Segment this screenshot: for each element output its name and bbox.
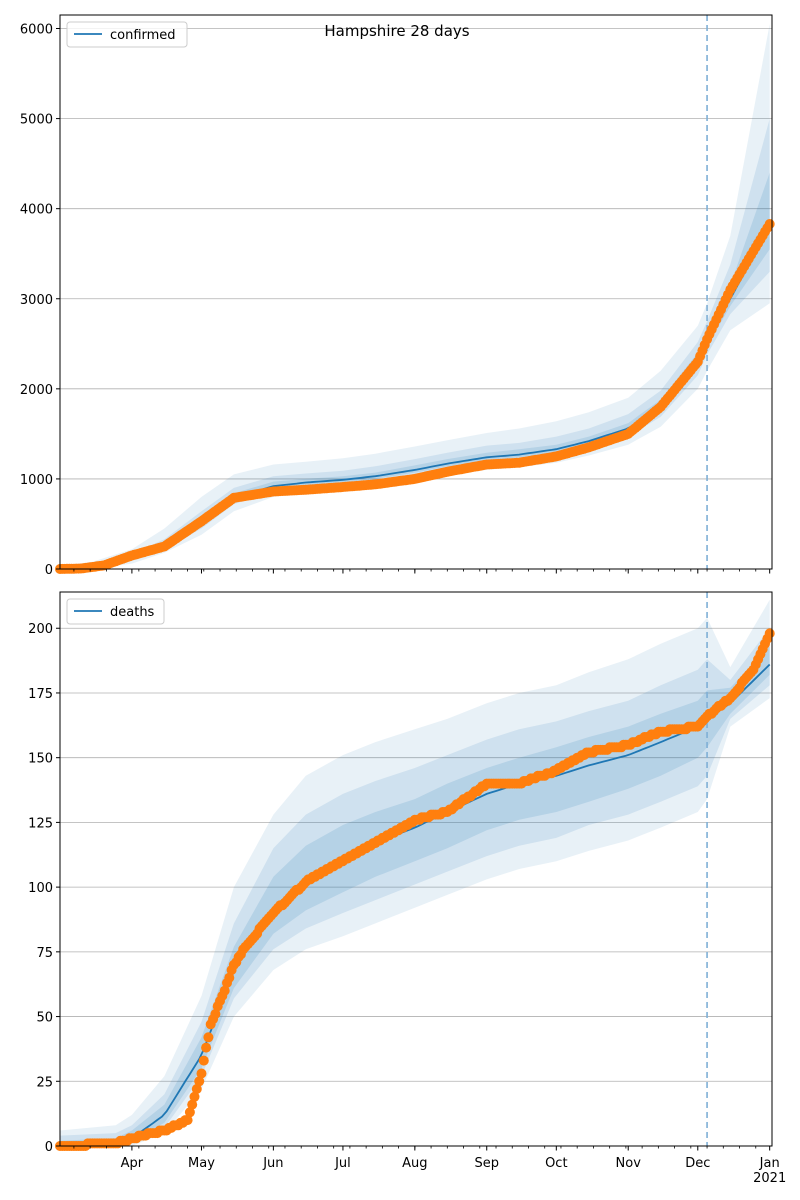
y-tick-label-deaths: 75	[36, 946, 53, 961]
y-ticks-confirmed: 0 1000 2000 3000 4000 5000 6000	[20, 23, 60, 578]
y-tick-label-deaths: 150	[28, 752, 53, 767]
series-line-deaths	[59, 663, 771, 1147]
x-tick-label-deaths: 2021	[753, 1171, 786, 1186]
observed-point-deaths	[196, 1068, 207, 1079]
x-tick-label-deaths: Sep	[474, 1156, 499, 1171]
axes-frame-deaths	[59, 591, 773, 1147]
observed-point-deaths	[219, 985, 230, 996]
plot-area-confirmed	[60, 15, 772, 569]
uncertainty-band-confirmed	[60, 24, 770, 569]
legend-box-confirmed	[66, 21, 188, 48]
bands-deaths	[60, 599, 770, 1146]
observed-point-deaths	[189, 1091, 200, 1102]
y-tick-label-deaths: 25	[36, 1075, 53, 1090]
y-tick-label-confirmed: 0	[45, 563, 53, 578]
y-tick-label-confirmed: 3000	[20, 293, 53, 308]
y-tick-label-deaths: 125	[28, 816, 53, 831]
observed-point-deaths	[198, 1055, 209, 1066]
y-tick-label-deaths: 0	[45, 1140, 53, 1155]
observed-point-deaths	[203, 1032, 214, 1043]
x-tick-label-deaths: Dec	[685, 1156, 710, 1171]
x-tick-label-deaths: Jan	[759, 1156, 780, 1171]
uncertainty-band-deaths	[60, 628, 770, 1146]
x-tick-label-deaths: Jun	[262, 1156, 283, 1171]
uncertainty-band-deaths	[60, 599, 770, 1146]
y-tick-label-confirmed: 6000	[20, 23, 53, 38]
axes-frame-confirmed	[59, 14, 773, 570]
y-tick-label-confirmed: 5000	[20, 113, 53, 128]
observed-point-deaths	[224, 972, 235, 983]
model-line-deaths	[59, 663, 771, 1147]
x-tick-label-deaths: Nov	[616, 1156, 642, 1171]
observed-point-deaths	[184, 1107, 195, 1118]
uncertainty-band-deaths	[60, 646, 770, 1146]
bands-confirmed	[60, 24, 770, 569]
y-tick-label-deaths: 50	[36, 1011, 53, 1026]
observed-point-deaths	[764, 628, 775, 639]
observed-point-deaths	[182, 1115, 193, 1126]
observed-points-deaths	[55, 628, 775, 1151]
legend-box-deaths	[66, 598, 165, 625]
y-tick-label-deaths: 175	[28, 687, 53, 702]
observed-point-deaths	[201, 1042, 212, 1053]
observed-points-confirmed	[55, 219, 775, 574]
y-ticks-deaths: 0 25 50 75 100 125 150 175 200	[28, 622, 60, 1155]
observed-point-deaths	[194, 1076, 205, 1087]
chart-panel-confirmed: 0 1000 2000 3000 4000 5000 6000 confirmed Hamp…	[20, 14, 775, 578]
figure-title: Hampshire 28 days	[324, 22, 469, 40]
observed-point-deaths	[210, 1009, 221, 1019]
plot-area-deaths	[60, 592, 772, 1146]
legend-label-confirmed: confirmed	[110, 28, 176, 43]
x-tick-label-deaths: May	[188, 1156, 215, 1171]
x-tick-label-deaths: Aug	[402, 1156, 427, 1171]
observed-point-deaths	[191, 1084, 202, 1094]
legend-label-deaths: deaths	[110, 605, 155, 620]
observed-point-confirmed	[764, 219, 775, 229]
y-tick-label-deaths: 100	[28, 881, 53, 896]
y-tick-label-deaths: 200	[28, 622, 53, 637]
y-tick-label-confirmed: 4000	[20, 203, 53, 218]
observed-point-deaths	[187, 1099, 198, 1110]
legend-confirmed: confirmed	[66, 21, 188, 48]
y-tick-label-confirmed: 1000	[20, 473, 53, 488]
chart-panel-deaths: 0 25 50 75 100 125 150 175 200 Apr May Jun Jul Aug Se…	[28, 591, 786, 1186]
x-tick-label-deaths: Oct	[545, 1156, 567, 1171]
legend-deaths: deaths	[66, 598, 165, 625]
y-tick-label-confirmed: 2000	[20, 383, 53, 398]
x-tick-label-deaths: Jul	[334, 1156, 351, 1171]
x-tick-label-deaths: Apr	[121, 1156, 144, 1171]
